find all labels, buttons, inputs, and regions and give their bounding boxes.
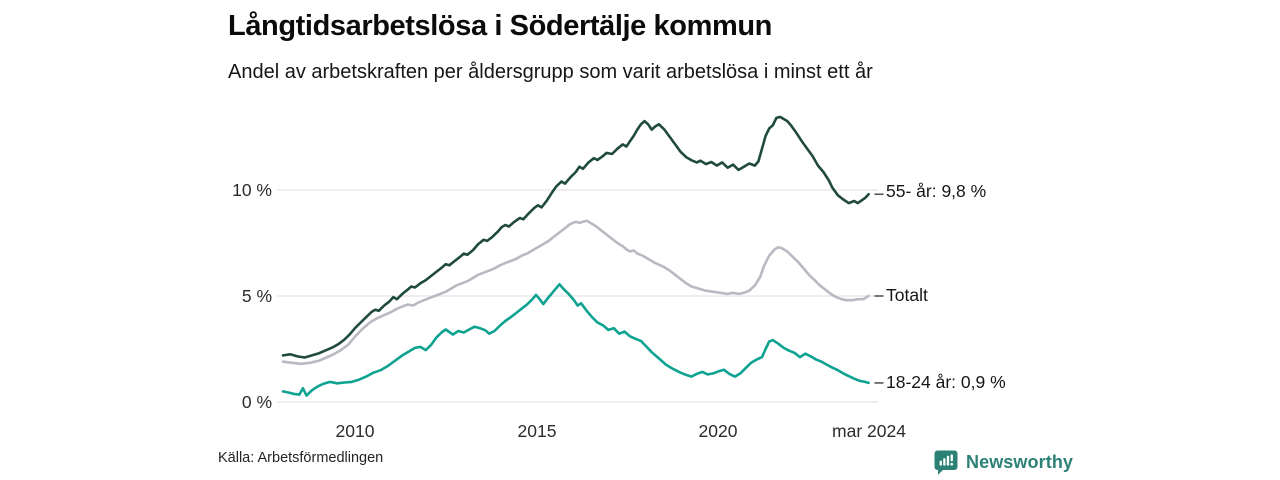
page-subtitle: Andel av arbetskraften per åldersgrupp s… xyxy=(228,61,873,83)
series-line-0 xyxy=(281,115,870,359)
speech-bubble-bar-chart-icon xyxy=(934,450,958,475)
series-label-totalt: Totalt xyxy=(886,285,928,305)
y-axis-tick-5: 5 % xyxy=(241,286,272,306)
brand-logo: Newsworthy xyxy=(933,449,1073,476)
x-axis-tick-2020: 2020 xyxy=(698,421,738,441)
y-axis-tick-10: 10 % xyxy=(232,180,272,200)
x-axis-tick-2010: 2010 xyxy=(335,421,375,441)
brand-name: Newsworthy xyxy=(966,452,1074,472)
series-line-1 xyxy=(281,219,870,366)
series-line-2 xyxy=(281,282,870,397)
series-label-18-24-ar: 18-24 år: 0,9 % xyxy=(886,372,1006,392)
page-title: Långtidsarbetslösa i Södertälje kommun xyxy=(228,10,772,42)
series-label-55-ar: 55- år: 9,8 % xyxy=(886,181,987,201)
x-axis-tick-2015: 2015 xyxy=(517,421,557,441)
x-axis-tick-mar-2024: mar 2024 xyxy=(832,421,906,441)
y-axis-tick-0: 0 % xyxy=(241,392,272,412)
source-note: Källa: Arbetsförmedlingen xyxy=(218,450,384,466)
